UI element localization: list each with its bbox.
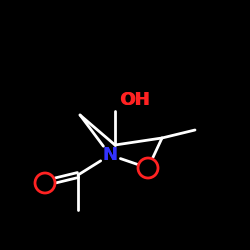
Text: OH: OH <box>120 91 150 109</box>
Text: N: N <box>102 146 118 164</box>
Text: OH: OH <box>119 91 149 109</box>
Text: N: N <box>102 146 118 164</box>
